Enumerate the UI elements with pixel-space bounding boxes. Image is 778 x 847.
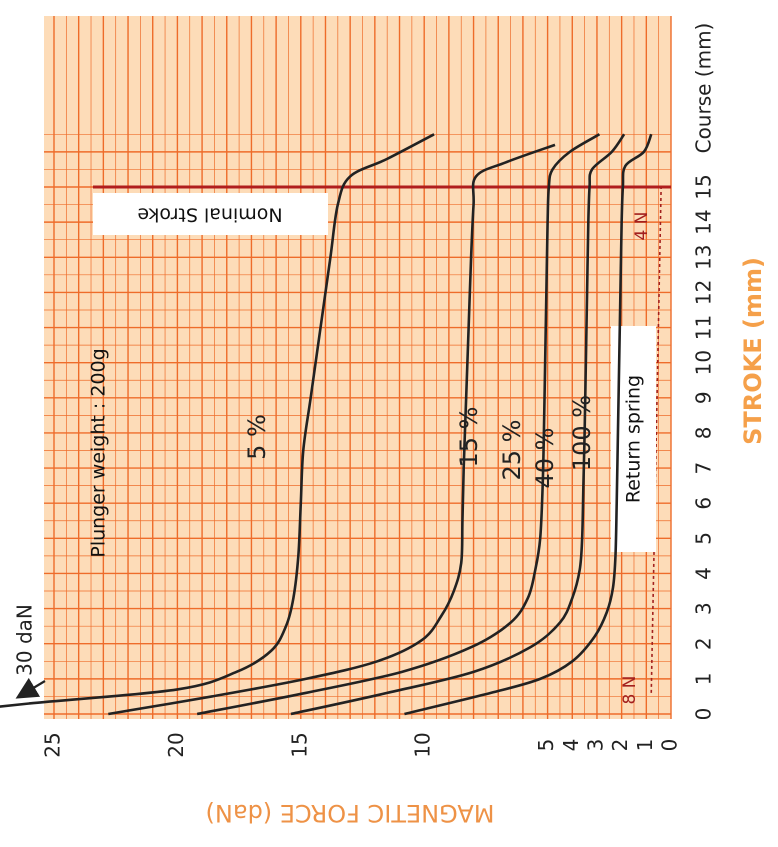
stroke-tick-label: 6 bbox=[692, 497, 716, 510]
stroke-tick-label: 0 bbox=[692, 708, 716, 721]
stroke-tick-label: 3 bbox=[692, 602, 716, 615]
curve-40-percent bbox=[290, 133, 626, 716]
series-label: 25 % bbox=[498, 420, 526, 481]
stroke-tick-label: 12 bbox=[692, 280, 716, 305]
force-tick-label: 1 bbox=[633, 739, 657, 752]
stroke-tick-label: 2 bbox=[692, 637, 716, 650]
force-tick-label: 5 bbox=[534, 739, 558, 752]
force-tick-label: 3 bbox=[583, 739, 607, 752]
stroke-tick-label: 7 bbox=[692, 462, 716, 475]
curve-15-percent bbox=[108, 143, 556, 716]
stroke-tick-label: 15 bbox=[692, 174, 716, 199]
30-dan-label: 30 daN bbox=[13, 604, 37, 676]
plunger-weight-note: Plunger weight : 200g bbox=[88, 348, 110, 557]
stroke-tick-label: 14 bbox=[692, 209, 716, 234]
stroke-tick-label: 9 bbox=[692, 391, 716, 404]
series-label: 40 % bbox=[531, 428, 559, 489]
force-tick-label: 20 bbox=[164, 732, 188, 757]
series-label: 100 % bbox=[568, 395, 596, 471]
series-label: 5 % bbox=[243, 414, 271, 460]
nominal-stroke-label-box bbox=[93, 193, 328, 235]
stroke-tick-label: 4 bbox=[692, 567, 716, 580]
curve-100-percent bbox=[404, 133, 653, 716]
force-tick-label: 25 bbox=[41, 732, 65, 757]
stroke-tick-label: 10 bbox=[692, 350, 716, 375]
grid bbox=[44, 16, 672, 719]
return-spring: 8 N 4 N bbox=[620, 186, 662, 705]
return-spring-label: Return spring bbox=[623, 375, 645, 503]
return-spring-line bbox=[650, 186, 662, 693]
spring-label-8n: 8 N bbox=[620, 676, 640, 705]
force-tick-label: 0 bbox=[658, 739, 682, 752]
curve-25-percent bbox=[196, 133, 601, 716]
curve-5-percent bbox=[0, 133, 435, 708]
curves bbox=[0, 133, 653, 716]
30-dan-arrow bbox=[15, 677, 46, 699]
stroke-tick-label: 8 bbox=[692, 427, 716, 440]
force-tick-label: 15 bbox=[287, 732, 311, 757]
stroke-tick-label: 5 bbox=[692, 532, 716, 545]
force-tick-label: 4 bbox=[559, 739, 583, 752]
force-tick-label: 2 bbox=[608, 739, 632, 752]
spring-label-4n: 4 N bbox=[632, 212, 652, 241]
plot-background bbox=[44, 16, 671, 719]
stroke-tick-label: 13 bbox=[692, 245, 716, 270]
nominal-stroke-label: Nominal Stroke bbox=[137, 204, 282, 226]
force-axis-title: MAGNETIC FORCE (daN) bbox=[206, 799, 495, 827]
stroke-tick-label: 1 bbox=[692, 672, 716, 685]
series-labels: 5 % 15 % 25 % 40 % 100 % bbox=[243, 395, 596, 489]
stroke-axis-title: STROKE (mm) bbox=[739, 257, 767, 445]
stroke-tick-label: 11 bbox=[692, 315, 716, 340]
series-label: 15 % bbox=[455, 407, 483, 468]
course-axis-title: Course (mm) bbox=[692, 23, 716, 154]
force-tick-label: 10 bbox=[411, 732, 435, 757]
